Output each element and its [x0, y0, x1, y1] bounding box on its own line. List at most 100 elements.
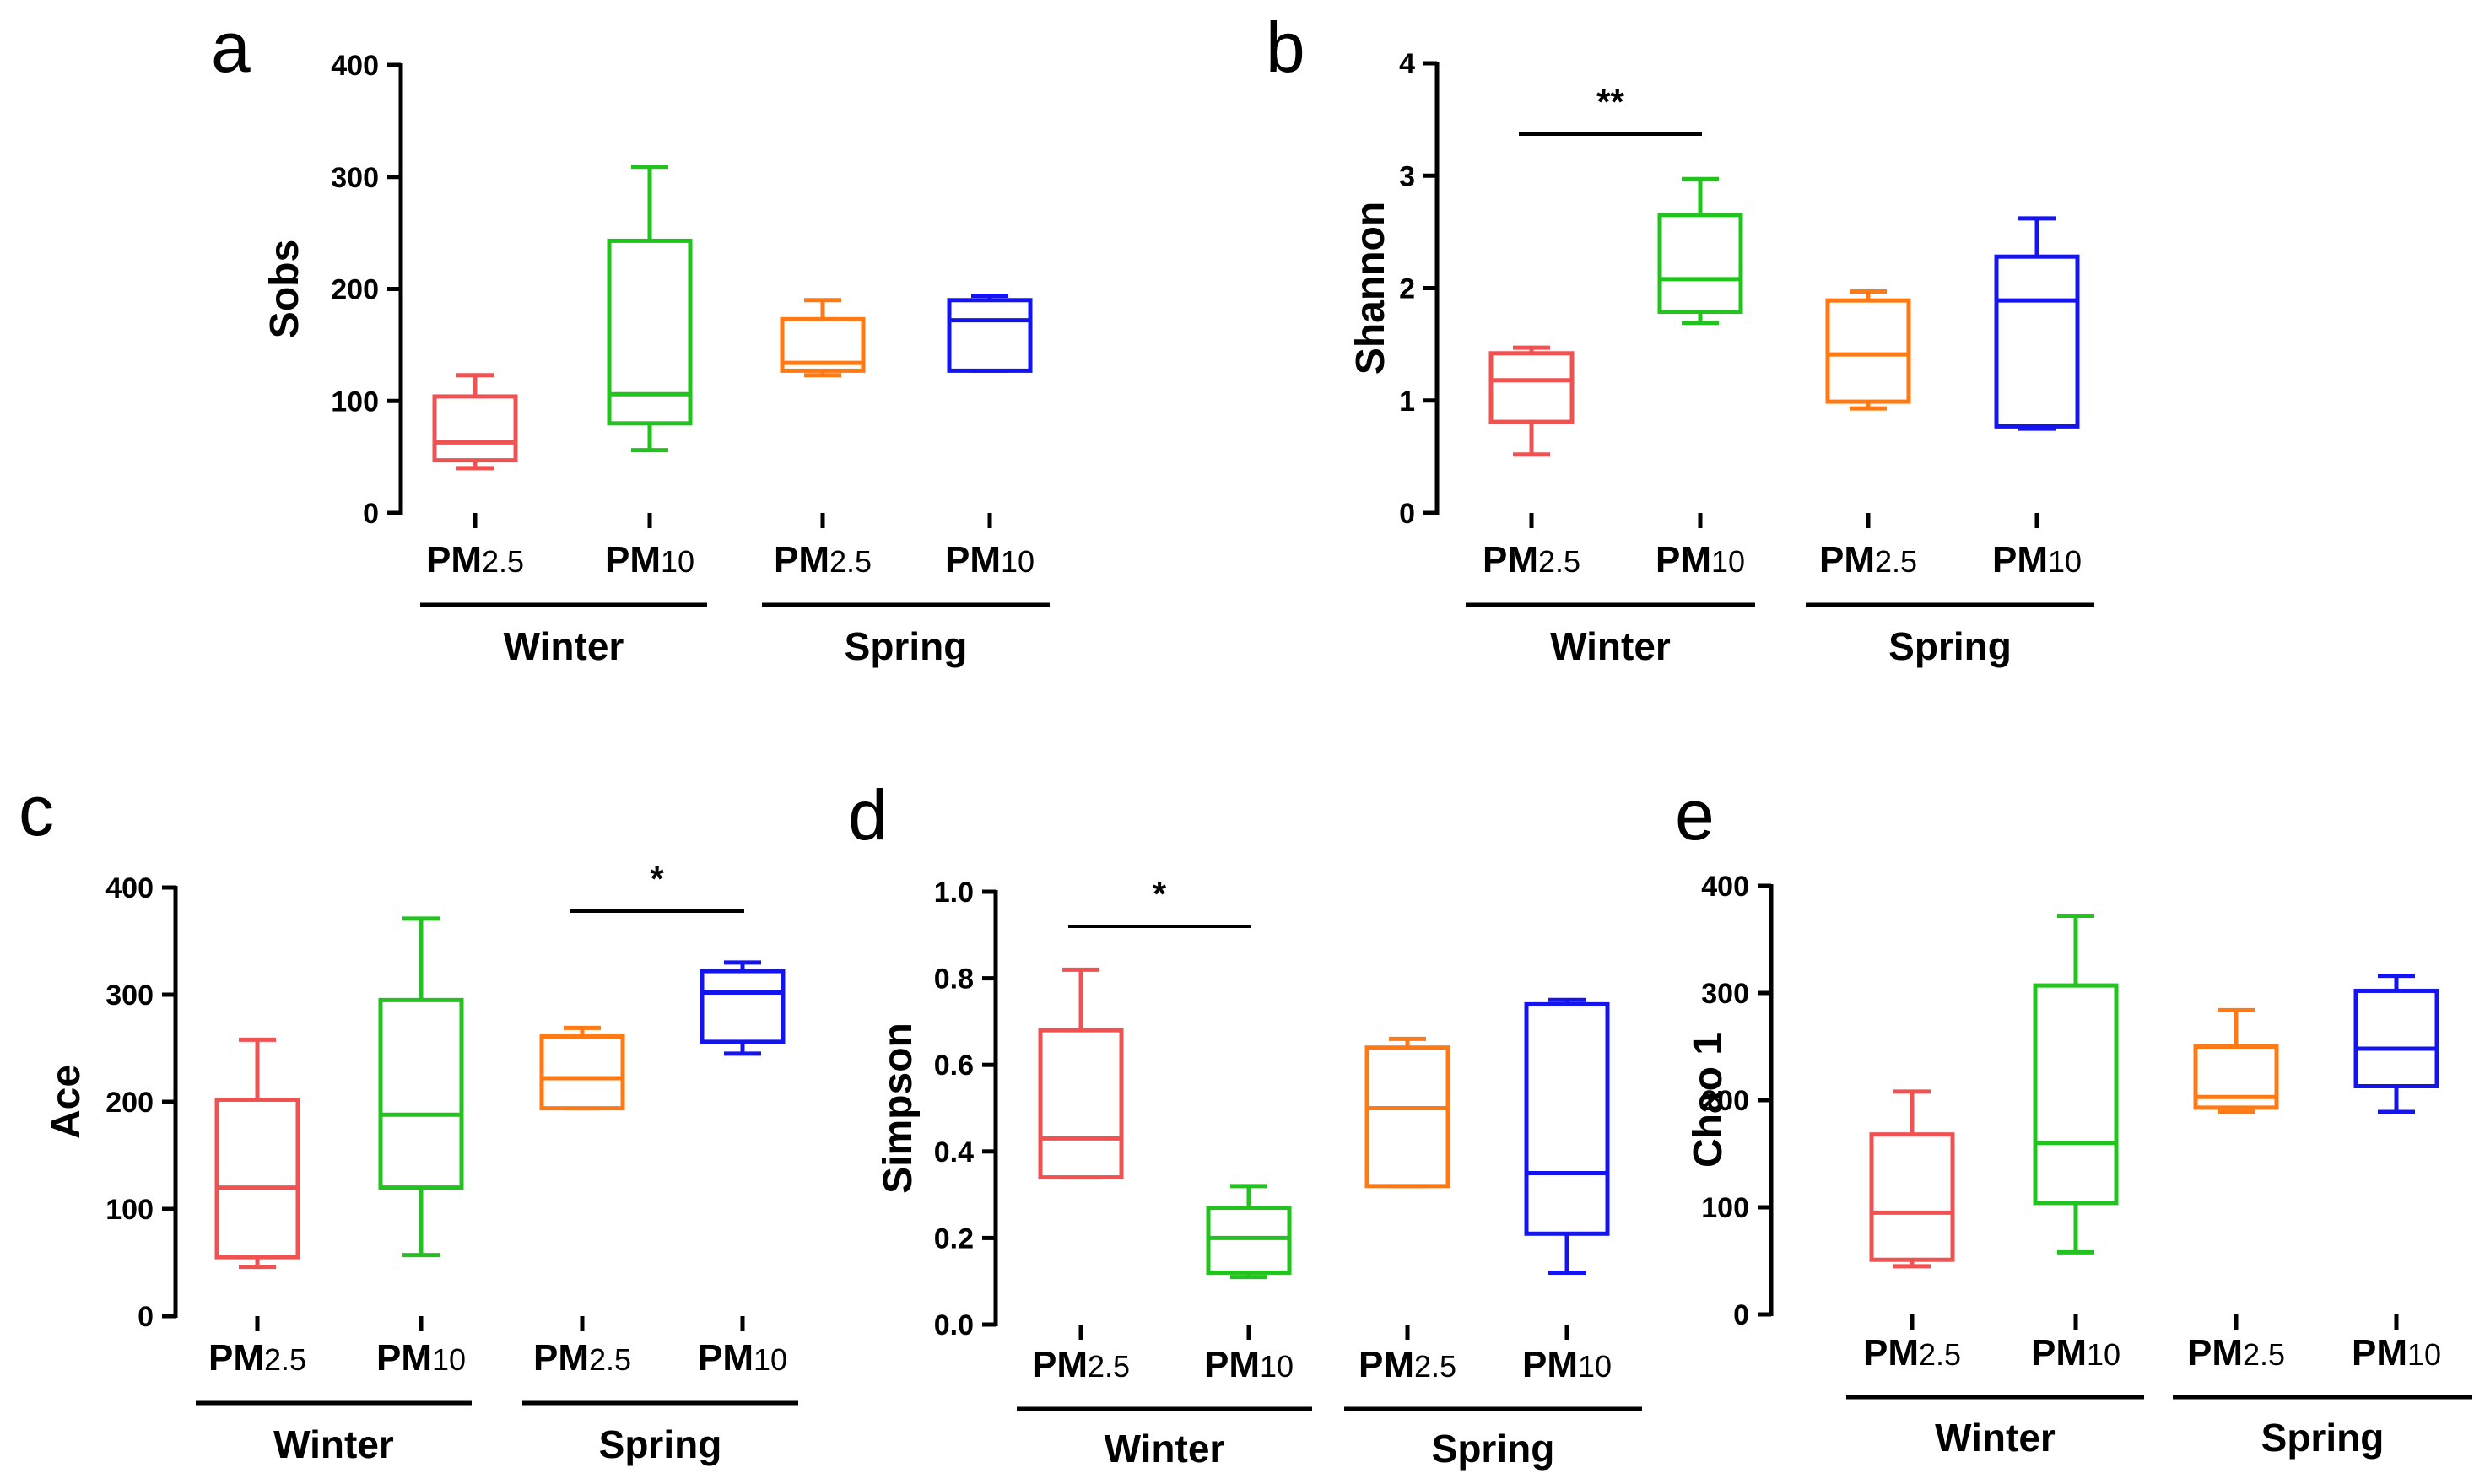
box-3 — [1364, 1036, 1450, 1189]
panel-letter: e — [1675, 775, 1715, 855]
y-tick-label: 300 — [105, 979, 154, 1012]
category-sub: 10 — [661, 544, 694, 579]
category-sub: 2.5 — [589, 1342, 631, 1377]
box-2 — [378, 916, 464, 1258]
category-sub: 2.5 — [1088, 1349, 1130, 1384]
category-label: PM2.5 — [1359, 1344, 1456, 1385]
box-1 — [214, 1037, 300, 1270]
box-2 — [607, 165, 693, 453]
category-label: PM2.5 — [208, 1337, 306, 1379]
category-main: PM — [2031, 1332, 2087, 1373]
group-label: Winter — [1935, 1416, 2056, 1460]
group-label: Winter — [1105, 1427, 1225, 1471]
y-tick-label: 1.0 — [934, 877, 974, 909]
category-label: PM2.5 — [426, 539, 524, 580]
category-sub: 10 — [432, 1342, 466, 1377]
category-label: PM2.5 — [533, 1337, 631, 1379]
box-3 — [1825, 289, 1911, 411]
category-main: PM — [2352, 1332, 2407, 1373]
y-axis-label: Chao 1 — [1686, 1033, 1731, 1168]
group-label: Winter — [1550, 624, 1671, 668]
y-tick-label: 0 — [363, 498, 379, 530]
box-body — [2033, 983, 2119, 1206]
category-label: PM2.5 — [1483, 539, 1580, 580]
panel-letter: b — [1266, 8, 1305, 87]
category-main: PM — [208, 1337, 264, 1379]
box-2 — [2033, 914, 2119, 1255]
significance-label: * — [1153, 874, 1167, 914]
category-main: PM — [1032, 1344, 1088, 1385]
box-body — [214, 1097, 300, 1260]
category-sub: 10 — [2048, 544, 2082, 579]
category-label: PM2.5 — [1032, 1344, 1130, 1385]
category-label: PM10 — [1656, 539, 1745, 580]
category-main: PM — [2187, 1332, 2243, 1373]
category-sub: 10 — [1260, 1349, 1294, 1384]
box-body — [700, 969, 786, 1044]
category-main: PM — [426, 539, 482, 580]
group-label: Spring — [845, 624, 968, 668]
category-main: PM — [1992, 539, 2048, 580]
category-sub: 2.5 — [1919, 1337, 1961, 1372]
y-tick-label: 100 — [105, 1194, 154, 1226]
box-body — [1657, 213, 1743, 314]
box-1 — [1038, 967, 1124, 1180]
box-body — [1038, 1028, 1124, 1180]
y-tick-label: 100 — [1701, 1192, 1749, 1224]
category-label: PM10 — [2352, 1332, 2441, 1373]
box-2 — [1206, 1184, 1292, 1280]
category-main: PM — [698, 1337, 754, 1379]
y-tick-label: 400 — [1701, 871, 1749, 903]
box-4 — [1524, 997, 1610, 1275]
y-axis-label: Simpson — [876, 1023, 921, 1194]
y-axis-label: Ace — [44, 1065, 89, 1139]
category-label: PM10 — [1522, 1344, 1612, 1385]
category-main: PM — [1656, 539, 1711, 580]
group-label: Winter — [504, 624, 624, 668]
box-3 — [2193, 1007, 2279, 1114]
category-main: PM — [1819, 539, 1875, 580]
y-tick-label: 0 — [138, 1301, 154, 1333]
box-body — [1524, 1001, 1610, 1236]
box-body — [2353, 988, 2439, 1088]
category-main: PM — [605, 539, 661, 580]
group-label: Spring — [1432, 1427, 1555, 1471]
category-sub: 10 — [754, 1342, 787, 1377]
y-tick-label: 200 — [331, 274, 379, 306]
category-sub: 2.5 — [264, 1342, 306, 1377]
category-main: PM — [945, 539, 1001, 580]
y-tick-label: 100 — [331, 386, 379, 418]
y-axis-label: Sobs — [262, 240, 307, 338]
category-label: PM10 — [2031, 1332, 2120, 1373]
panel-letter: c — [19, 771, 54, 850]
category-main: PM — [1863, 1332, 1919, 1373]
y-tick-label: 400 — [331, 50, 379, 82]
y-tick-label: 0.8 — [934, 963, 974, 996]
category-main: PM — [1359, 1344, 1414, 1385]
box-body — [1488, 351, 1575, 424]
box-4 — [2353, 974, 2439, 1114]
category-main: PM — [1483, 539, 1538, 580]
panel-letter: a — [211, 8, 251, 87]
category-sub: 10 — [2407, 1337, 2441, 1372]
group-label: Winter — [273, 1422, 394, 1466]
y-tick-label: 0.4 — [934, 1136, 974, 1168]
box-4 — [1994, 216, 2080, 431]
box-body — [1994, 254, 2080, 429]
box-4 — [947, 293, 1033, 373]
box-body — [947, 298, 1033, 373]
y-tick-label: 0.0 — [934, 1309, 974, 1341]
category-sub: 10 — [2087, 1337, 2120, 1372]
y-tick-label: 400 — [105, 872, 154, 904]
box-3 — [539, 1025, 625, 1111]
y-tick-label: 0 — [1399, 498, 1415, 530]
group-label: Spring — [1888, 624, 2012, 668]
box-4 — [700, 960, 786, 1056]
category-main: PM — [1204, 1344, 1260, 1385]
group-label: Spring — [2261, 1416, 2385, 1460]
